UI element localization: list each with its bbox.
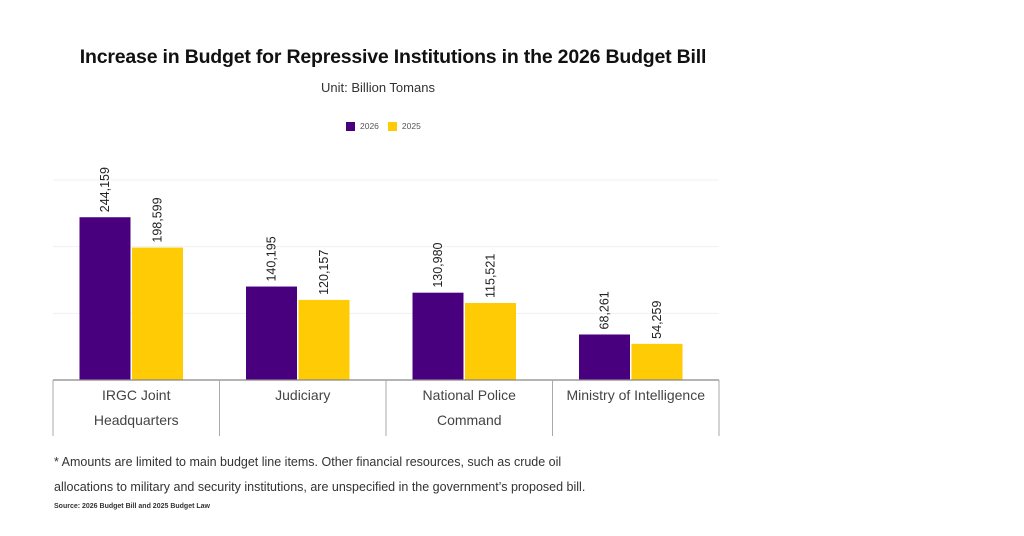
bar-2026-2	[412, 292, 464, 380]
x-tick-label-2: National Police	[423, 387, 517, 403]
legend-swatch-2026	[346, 121, 355, 131]
x-tick-label-2: Command	[437, 412, 502, 428]
legend-item-2025: 2025	[387, 121, 421, 131]
chart-legend: 2026 2025	[346, 121, 430, 131]
bar-2026-1	[246, 286, 297, 380]
x-axis: IRGC Joint Headquarters Judiciary National …	[52, 379, 720, 436]
chart-title: Increase in Budget for Repressive Instit…	[79, 46, 707, 68]
legend-swatch-2025	[387, 121, 397, 131]
bar-2025-3	[631, 343, 683, 380]
data-label-2025-3: 54,259	[650, 301, 664, 339]
data-label-2026-3: 68,261	[598, 291, 612, 329]
footnote: * Amounts are limited to main budget lin…	[54, 450, 674, 500]
bar-2025-2	[465, 302, 516, 380]
bar-2025-1	[298, 299, 350, 380]
footnote-line-2: allocations to military and security ins…	[54, 480, 586, 494]
data-label-2026-0: 244,159	[98, 167, 112, 212]
bar-2026-3	[579, 334, 630, 380]
bar-2026-0	[79, 217, 131, 380]
x-tick-label-3: Ministry of Intelligence	[566, 387, 705, 403]
footnote-line-1: * Amounts are limited to main budget lin…	[54, 455, 562, 469]
chart-subtitle: Unit: Billion Tomans	[321, 80, 435, 95]
data-label-2025-2: 115,521	[484, 254, 498, 298]
source-note: Source: 2026 Budget Bill and 2025 Budget…	[54, 503, 210, 510]
data-label-2025-0: 198,599	[151, 197, 165, 242]
data-label-2026-2: 130,980	[431, 242, 445, 287]
x-tick-label-1: Judiciary	[275, 387, 330, 403]
data-labels: 244,159 198,599 140,195 120,157 130,980 115,5…	[98, 167, 664, 339]
x-tick-label-0: IRGC Joint	[102, 387, 171, 403]
bar-2025-0	[132, 247, 183, 380]
legend-label-2025: 2025	[401, 121, 421, 131]
legend-label-2026: 2026	[360, 121, 379, 131]
bars	[79, 217, 683, 380]
legend-item-2026: 2026	[346, 121, 379, 131]
data-label-2026-1: 140,195	[265, 236, 279, 281]
data-label-2025-1: 120,157	[317, 250, 331, 295]
x-tick-label-0: Headquarters	[94, 412, 179, 428]
